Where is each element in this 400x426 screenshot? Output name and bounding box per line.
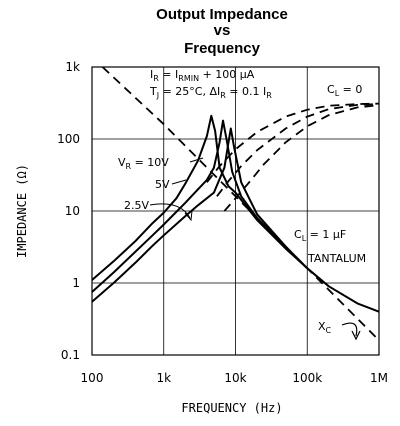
xc-pointer-arrow [341,322,358,337]
x-tick-label-4: 1M [370,371,388,385]
label-cl-0: CL = 0 [327,83,362,98]
pointer-2-5v-arrowhead [184,210,193,222]
y-axis-ticks: 1k 100 10 1 0.1 [57,60,80,362]
pointer-2-5v [149,203,191,219]
title-line-2: vs [214,22,231,39]
label-vr-10v: VR = 10V [118,156,169,171]
x-tick-label-1: 1k [156,371,171,385]
label-xc: XC [318,320,332,335]
label-cl-1uf: CL = 1 μF [294,228,346,243]
condition-current: IR = IRMIN + 100 μA [150,68,255,83]
pointer-5v [171,179,187,185]
y-tick-label-0: 1k [65,60,80,74]
x-axis-label: FREQUENCY (Hz) [181,401,282,415]
series-line-3 [206,102,380,183]
x-tick-label-3: 100k [292,371,322,385]
x-tick-label-0: 100 [81,371,104,385]
y-axis-label: IMPEDANCE (Ω) [15,164,29,258]
series-line-5 [223,104,380,212]
title-line-1: Output Impedance [156,6,288,23]
y-tick-label-4: 0.1 [61,348,80,362]
y-tick-label-1: 100 [57,132,80,146]
x-axis-ticks: 100 1k 10k 100k 1M [81,371,388,385]
series-line-6 [101,66,380,341]
y-tick-label-3: 1 [72,276,80,290]
condition-temperature: TJ = 25°C, ΔIR = 0.1 IR [149,85,272,100]
label-2-5v: 2.5V [124,199,149,212]
plot-frame [91,66,380,356]
x-tick-label-2: 10k [224,371,246,385]
chart-title: Output Impedance vs Frequency [156,6,288,57]
series-line-4 [216,103,380,197]
label-tantalum: TANTALUM [307,252,366,265]
title-line-3: Frequency [184,40,261,57]
series-group [91,66,380,341]
series-line-2 [91,127,309,303]
pointer-10v [189,157,204,163]
series-line-1 [91,119,308,293]
label-5v: 5V [155,178,170,191]
y-tick-label-2: 10 [65,204,80,218]
xc-pointer-arrowhead [351,330,361,341]
